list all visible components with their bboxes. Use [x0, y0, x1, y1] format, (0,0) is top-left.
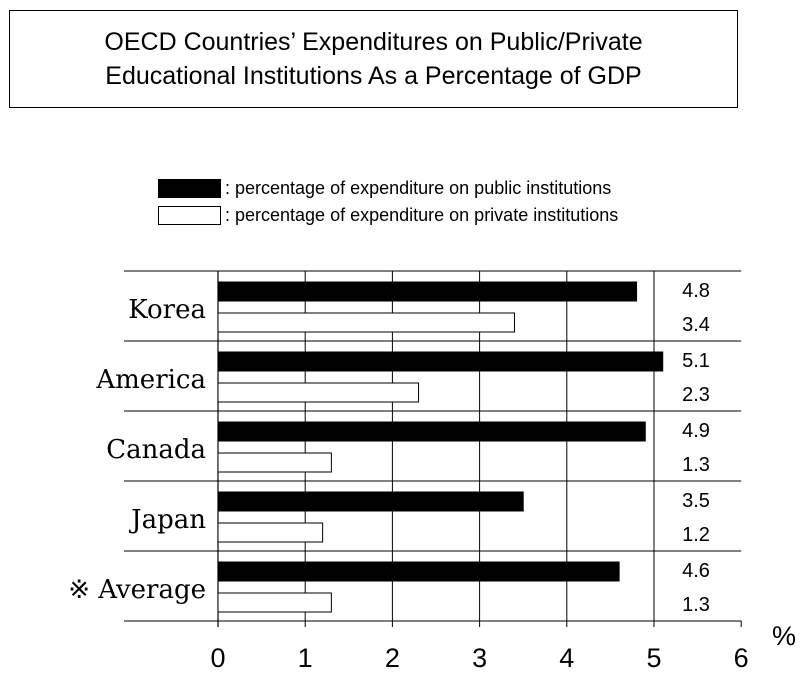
bar-public [217, 421, 646, 442]
bar-private [217, 452, 332, 473]
x-tick-label: 0 [210, 643, 225, 673]
x-unit-label: % [772, 621, 796, 651]
chart-title-line-1: OECD Countries’ Expenditures on Public/P… [104, 28, 643, 56]
category-label: ※ Average [68, 575, 206, 605]
category-label: Canada [106, 435, 206, 465]
x-tick-label: 2 [385, 643, 400, 673]
x-tick-label: 5 [646, 643, 661, 673]
data-label-public: 4.8 [682, 280, 710, 302]
category-label: Japan [128, 505, 206, 535]
bar-private [217, 522, 324, 543]
data-label-private: 1.3 [682, 454, 710, 476]
chart-title: OECD Countries’ Expenditures on Public/P… [9, 10, 738, 108]
data-label-private: 1.2 [682, 524, 710, 546]
legend-swatch-public [158, 179, 221, 198]
x-tick-label: 3 [472, 643, 487, 673]
legend-swatch-private [158, 206, 221, 225]
data-label-private: 1.3 [682, 594, 710, 616]
bar-public [217, 491, 524, 512]
bar-private [217, 382, 420, 403]
category-label: Korea [128, 295, 206, 325]
data-label-public: 5.1 [682, 350, 710, 372]
x-tick-label: 4 [559, 643, 574, 673]
legend-label-public: : percentage of expenditure on public in… [225, 178, 612, 198]
x-tick-label: 1 [298, 643, 313, 673]
data-label-private: 2.3 [682, 384, 710, 406]
bar-private [217, 312, 515, 333]
chart-title-line-2: Educational Institutions As a Percentage… [105, 62, 642, 90]
bar-public [217, 561, 620, 582]
data-label-private: 3.4 [682, 314, 710, 336]
legend-item-public: : percentage of expenditure on public in… [158, 178, 611, 199]
legend-label-private: : percentage of expenditure on private i… [225, 205, 619, 225]
data-label-public: 4.9 [682, 420, 710, 442]
x-tick-label: 6 [734, 643, 749, 673]
legend-item-private: : percentage of expenditure on private i… [158, 205, 618, 226]
bar-public [217, 281, 638, 302]
data-label-public: 3.5 [682, 490, 710, 512]
bar-private [217, 592, 332, 613]
data-label-public: 4.6 [682, 560, 710, 582]
category-label: America [95, 365, 206, 395]
bar-public [217, 351, 664, 372]
